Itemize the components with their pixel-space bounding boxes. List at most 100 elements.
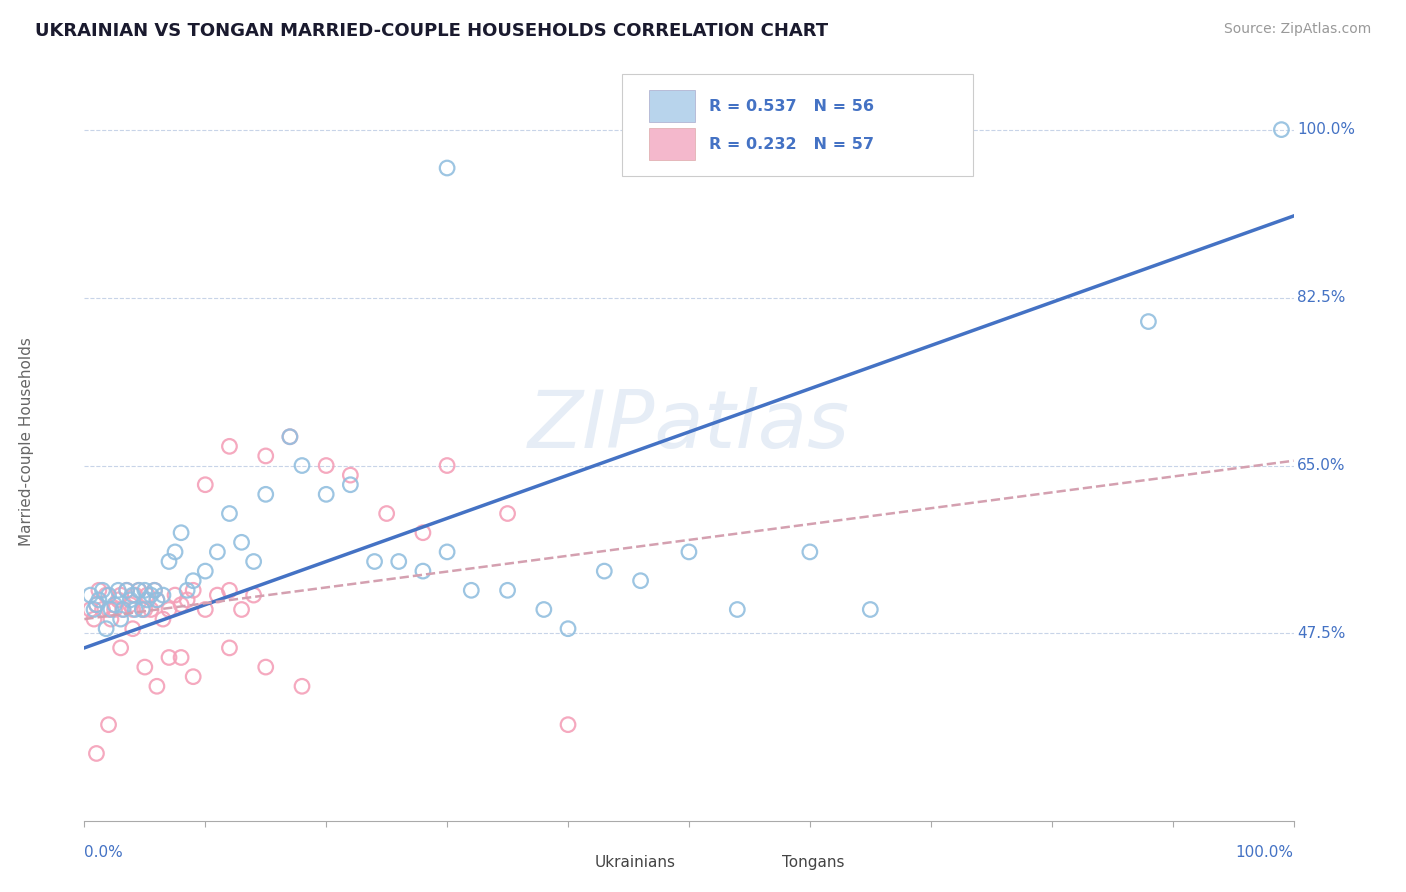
Point <box>104 598 127 612</box>
Point <box>218 439 240 453</box>
Point <box>104 602 127 616</box>
Point <box>207 588 229 602</box>
Point <box>460 583 482 598</box>
Point <box>97 588 120 602</box>
Point <box>194 602 217 616</box>
Point <box>218 583 240 598</box>
Point <box>115 583 138 598</box>
Point <box>388 554 411 568</box>
Point <box>120 593 142 607</box>
Point <box>170 525 193 540</box>
Point <box>1270 122 1292 136</box>
Point <box>157 602 180 616</box>
Point <box>134 602 156 616</box>
Point <box>315 458 337 473</box>
Point <box>496 583 519 598</box>
Point <box>83 602 105 616</box>
Point <box>86 747 108 761</box>
FancyBboxPatch shape <box>650 90 695 122</box>
Text: 100.0%: 100.0% <box>1298 122 1355 137</box>
Point <box>436 458 458 473</box>
Point <box>139 602 162 616</box>
Point <box>278 430 301 444</box>
Point <box>86 598 108 612</box>
Point <box>242 588 264 602</box>
Point <box>363 554 385 568</box>
Point <box>181 574 204 588</box>
Point <box>194 564 217 578</box>
Point <box>557 717 579 731</box>
Point <box>124 602 146 616</box>
Point <box>725 602 748 616</box>
Point <box>128 583 150 598</box>
Point <box>231 602 253 616</box>
Point <box>254 487 277 501</box>
Point <box>291 458 314 473</box>
Point <box>412 525 434 540</box>
Point <box>242 554 264 568</box>
Point <box>146 593 169 607</box>
Point <box>91 602 114 616</box>
Point <box>87 593 110 607</box>
Point <box>79 602 101 616</box>
Text: R = 0.537   N = 56: R = 0.537 N = 56 <box>710 99 875 114</box>
Text: 100.0%: 100.0% <box>1236 845 1294 860</box>
FancyBboxPatch shape <box>650 128 695 161</box>
Point <box>91 583 114 598</box>
Point <box>170 598 193 612</box>
Point <box>1137 315 1160 329</box>
Point <box>100 612 122 626</box>
Point <box>152 612 174 626</box>
Point <box>533 602 555 616</box>
Point <box>194 477 217 491</box>
Point <box>115 583 138 598</box>
Point <box>799 545 821 559</box>
Point <box>678 545 700 559</box>
Text: 0.0%: 0.0% <box>84 845 124 860</box>
Point <box>107 583 129 598</box>
Point <box>107 593 129 607</box>
Point <box>121 588 143 602</box>
Point <box>165 588 187 602</box>
Point <box>254 660 277 674</box>
Point <box>94 622 117 636</box>
Point <box>218 507 240 521</box>
Point <box>152 588 174 602</box>
Point <box>143 583 166 598</box>
Point <box>86 598 108 612</box>
Point <box>124 588 146 602</box>
Point <box>121 622 143 636</box>
Point <box>83 612 105 626</box>
Text: R = 0.232   N = 57: R = 0.232 N = 57 <box>710 136 875 152</box>
Text: Married-couple Households: Married-couple Households <box>18 337 34 546</box>
FancyBboxPatch shape <box>544 850 581 874</box>
Point <box>157 554 180 568</box>
FancyBboxPatch shape <box>731 850 768 874</box>
Text: 65.0%: 65.0% <box>1298 458 1346 473</box>
Text: ZIPatlas: ZIPatlas <box>527 387 851 466</box>
Point <box>112 602 135 616</box>
Point <box>339 477 361 491</box>
Point <box>146 679 169 693</box>
Point <box>859 602 882 616</box>
Point <box>278 430 301 444</box>
Point <box>110 640 132 655</box>
Point <box>181 583 204 598</box>
Point <box>146 593 169 607</box>
Text: Tongans: Tongans <box>782 855 845 870</box>
Text: Source: ZipAtlas.com: Source: ZipAtlas.com <box>1223 22 1371 37</box>
Point <box>231 535 253 549</box>
Point <box>176 583 198 598</box>
Point <box>110 588 132 602</box>
Point <box>593 564 616 578</box>
Point <box>136 588 159 602</box>
Point <box>94 588 117 602</box>
Point <box>121 602 143 616</box>
Point <box>254 449 277 463</box>
Point <box>170 650 193 665</box>
Point <box>218 640 240 655</box>
Point <box>120 598 142 612</box>
Point <box>134 660 156 674</box>
Point <box>630 574 652 588</box>
Point <box>110 612 132 626</box>
